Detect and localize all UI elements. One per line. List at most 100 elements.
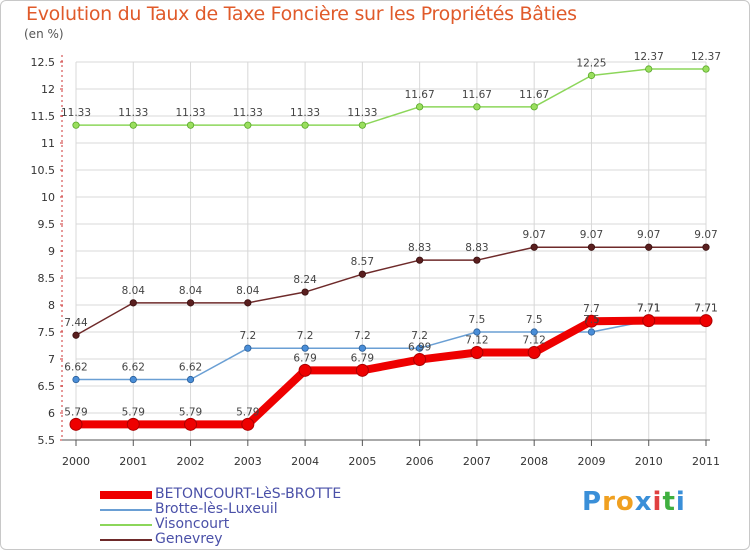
- data-point: [584, 314, 598, 328]
- data-point: [416, 103, 424, 111]
- data-point: [72, 121, 80, 129]
- data-label: 9.07: [637, 229, 660, 241]
- legend-swatch: [100, 523, 152, 526]
- data-label: 7.44: [64, 317, 88, 329]
- data-label: 7.71: [694, 303, 717, 315]
- data-label: 11.67: [405, 89, 435, 101]
- data-point: [72, 331, 80, 339]
- data-point: [301, 288, 309, 296]
- logo-letter: t: [662, 487, 676, 517]
- legend-item: Brotte-lès-Luxeuil: [100, 502, 341, 517]
- data-point: [530, 243, 538, 251]
- y-tick-label: 6: [48, 407, 55, 420]
- data-label: 12.37: [634, 51, 664, 63]
- data-label: 6.99: [408, 342, 431, 354]
- x-tick-label: 2008: [520, 455, 548, 468]
- data-label: 7.5: [583, 314, 600, 326]
- series-points: [69, 65, 713, 431]
- data-label: 8.83: [465, 242, 488, 254]
- data-point: [72, 375, 80, 384]
- series-line: [76, 319, 706, 381]
- series-line: [76, 68, 706, 126]
- data-label: 5.79: [179, 406, 202, 418]
- legend-item: Visoncourt: [100, 517, 341, 532]
- y-tick-label: 10.5: [31, 164, 56, 177]
- data-point: [473, 328, 481, 336]
- data-point: [587, 71, 596, 80]
- y-tick-label: 7.5: [38, 326, 56, 339]
- y-tick-label: 7: [48, 353, 55, 366]
- y-tick-label: 11.5: [31, 110, 56, 123]
- data-point: [129, 121, 137, 129]
- data-point: [186, 375, 195, 384]
- data-label: 5.79: [64, 406, 87, 418]
- data-point: [702, 243, 710, 251]
- data-label: 6.62: [122, 362, 145, 374]
- data-point: [642, 314, 656, 328]
- data-point: [186, 121, 195, 129]
- data-label: 9.07: [522, 229, 545, 241]
- data-label: 7.71: [637, 303, 660, 315]
- logo-letter: P: [582, 487, 603, 517]
- x-tick-label: 2002: [177, 455, 205, 468]
- data-label: 7.71: [694, 303, 717, 315]
- data-label: 7.71: [637, 303, 660, 315]
- legend-label: Genevrey: [155, 531, 223, 547]
- legend-label: Brotte-lès-Luxeuil: [155, 501, 278, 517]
- data-point: [358, 344, 366, 352]
- unit-label: (en %): [24, 27, 64, 41]
- data-label: 8.04: [122, 285, 146, 297]
- data-label: 7.2: [411, 330, 428, 342]
- data-label: 5.79: [122, 406, 145, 418]
- y-tick-label: 5.5: [38, 434, 56, 447]
- data-point: [699, 314, 713, 328]
- data-label: 7.12: [522, 335, 545, 347]
- data-label: 8.04: [236, 285, 260, 297]
- y-tick-label: 9: [48, 245, 55, 258]
- data-label: 11.33: [233, 107, 263, 119]
- data-label: 11.33: [347, 107, 377, 119]
- data-point: [186, 299, 195, 307]
- series-line: [76, 316, 706, 429]
- data-point: [129, 375, 137, 384]
- data-point: [527, 346, 541, 360]
- data-point: [244, 121, 252, 129]
- data-label: 11.33: [290, 107, 320, 119]
- data-label: 7.5: [526, 314, 543, 326]
- legend-swatch: [100, 490, 152, 499]
- y-tick-label: 6.5: [38, 380, 56, 393]
- data-point: [645, 243, 653, 251]
- chart-title: Evolution du Taux de Taxe Foncière sur l…: [26, 3, 577, 25]
- tick-labels: 5.5 6 6.5 7 7.5 8 8.5 9 9.5 10 10.5 11 11.5 12 12.5 200…: [31, 56, 721, 468]
- x-tick-label: 2001: [119, 455, 147, 468]
- data-point: [587, 328, 596, 336]
- data-point: [587, 243, 596, 251]
- legend-label: BETONCOURT-LèS-BROTTE: [155, 486, 342, 502]
- data-point: [702, 65, 710, 73]
- grid: [75, 61, 707, 441]
- legend-item: BETONCOURT-LèS-BROTTE: [100, 487, 341, 502]
- data-point: [301, 121, 309, 129]
- data-point: [244, 344, 252, 352]
- x-tick-label: 2007: [463, 455, 491, 468]
- logo-letter: r: [602, 487, 616, 517]
- data-label: 11.67: [519, 89, 549, 101]
- proxiti-logo: Proxiti: [582, 487, 686, 517]
- data-label: 8.24: [293, 274, 317, 286]
- data-label: 9.07: [694, 229, 717, 241]
- x-tick-label: 2011: [692, 455, 720, 468]
- data-labels: 5.79 5.79 5.79 5.796.79 6.796.997.12 7.127.7 7…: [61, 51, 721, 418]
- y-tick-label: 12.5: [31, 56, 56, 69]
- data-label: 6.62: [64, 362, 87, 374]
- x-tick-label: 2004: [291, 455, 319, 468]
- y-tick-label: 9.5: [38, 218, 56, 231]
- data-point: [530, 328, 538, 336]
- logo-letter: i: [675, 487, 686, 517]
- data-point: [416, 256, 424, 264]
- data-label: 6.62: [179, 362, 202, 374]
- x-tick-label: 2009: [577, 455, 605, 468]
- data-label: 11.33: [61, 107, 91, 119]
- x-tick-label: 2000: [62, 455, 90, 468]
- legend-swatch: [100, 508, 152, 511]
